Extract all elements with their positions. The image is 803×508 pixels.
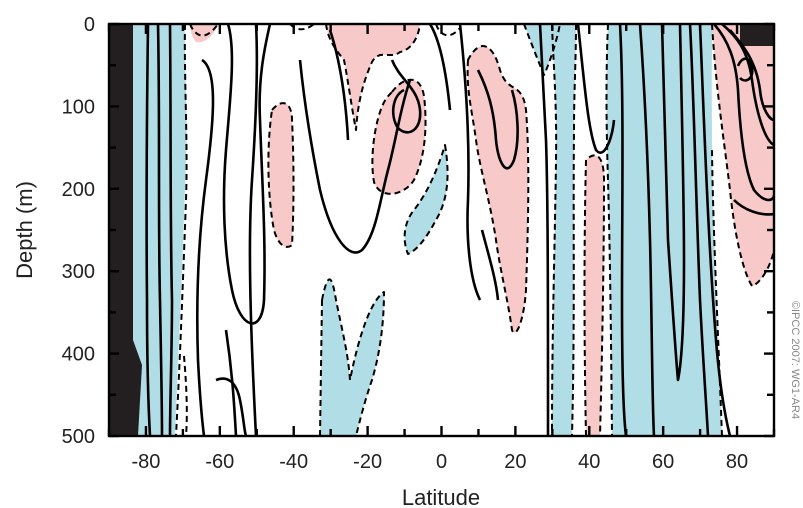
contour-line-dashed [371,78,427,195]
contour-line [156,24,164,436]
contour-line [195,58,215,436]
x-tick-label: 60 [652,451,674,473]
positive-region-south-subsurface [268,103,294,247]
contour-line [638,24,656,436]
y-tick-label: 100 [62,96,95,118]
contour-line [688,24,710,436]
x-axis-title: Latitude [402,485,480,508]
contour-line [618,24,628,436]
contour-line-dashed [189,24,219,37]
contour-line-dashed [325,24,421,131]
contour-line [736,57,754,82]
y-tick-label: 200 [62,179,95,201]
contour-line-dashed [523,24,561,76]
contour-line [576,24,616,154]
contour-line [476,69,519,170]
contour-line [733,199,774,216]
x-tick-label: 20 [504,451,526,473]
contour-line-dashed [289,24,315,31]
negative-region-deep-south [320,279,384,436]
contour-line [428,24,452,111]
contour-line [145,24,152,436]
contour-line [713,24,774,202]
contour-line [698,24,732,436]
y-axis: 0 100 200 300 400 500 [62,14,774,448]
contour-line-dashed [319,299,323,436]
positive-region-northern-column [584,155,604,436]
contour-line-dashed [183,355,188,436]
contour-line [298,59,412,254]
negative-region-subtropical-north [552,24,576,436]
y-tick-label: 400 [62,344,95,366]
copyright-notice: ©IPCC 2007: WG1-AR4 [789,301,801,419]
contour-line-dashed [435,24,461,37]
solid-contours [145,24,774,436]
negative-region-equatorial-mid [404,145,448,254]
y-tick-label: 300 [62,261,95,283]
positive-region-north-subtropics [467,46,529,333]
x-tick-label: 80 [726,451,748,473]
x-tick-label: -20 [353,451,382,473]
contour-line [328,29,350,141]
contour-line [390,59,422,134]
contour-line [458,24,482,301]
y-tick-label: 0 [84,14,95,36]
x-tick-label: 0 [436,451,447,473]
contour-line-dashed [267,102,295,248]
contour-line-dashed [466,45,530,334]
y-axis-title: Depth (m) [12,181,37,279]
contour-line-dashed [175,24,188,436]
contour-line-dashed [551,24,558,436]
contour-line [729,29,774,122]
x-tick-label: -60 [205,451,234,473]
x-tick-label: -40 [279,451,308,473]
contour-line-dashed [321,278,385,436]
contour-line-dashed [605,24,613,436]
contour-line [538,24,550,436]
plot-area [109,24,774,436]
contour-line-dashed [403,144,449,255]
positive-region-south-top [190,24,218,43]
positive-region-equatorial-subsurface [372,79,426,194]
contour-line-dashed [583,154,605,436]
contour-line-dashed [711,149,723,436]
contour-line [480,229,500,301]
x-tick-label: 40 [578,451,600,473]
contour-line-dashed [711,24,774,287]
positive-region-south-surface [326,24,420,130]
contour-line [168,24,174,436]
land-mask-edge [133,340,142,436]
x-tick-label: -80 [131,451,160,473]
contour-line [660,24,686,382]
contour-line [248,24,259,436]
dashed-contours [175,24,774,436]
arctic-ice-mask [740,24,774,46]
x-axis: -80 -60 -40 -20 0 20 40 60 80 [107,24,776,473]
y-tick-label: 500 [62,426,95,448]
contour-line [215,377,248,436]
contour-line-dashed [571,24,577,436]
